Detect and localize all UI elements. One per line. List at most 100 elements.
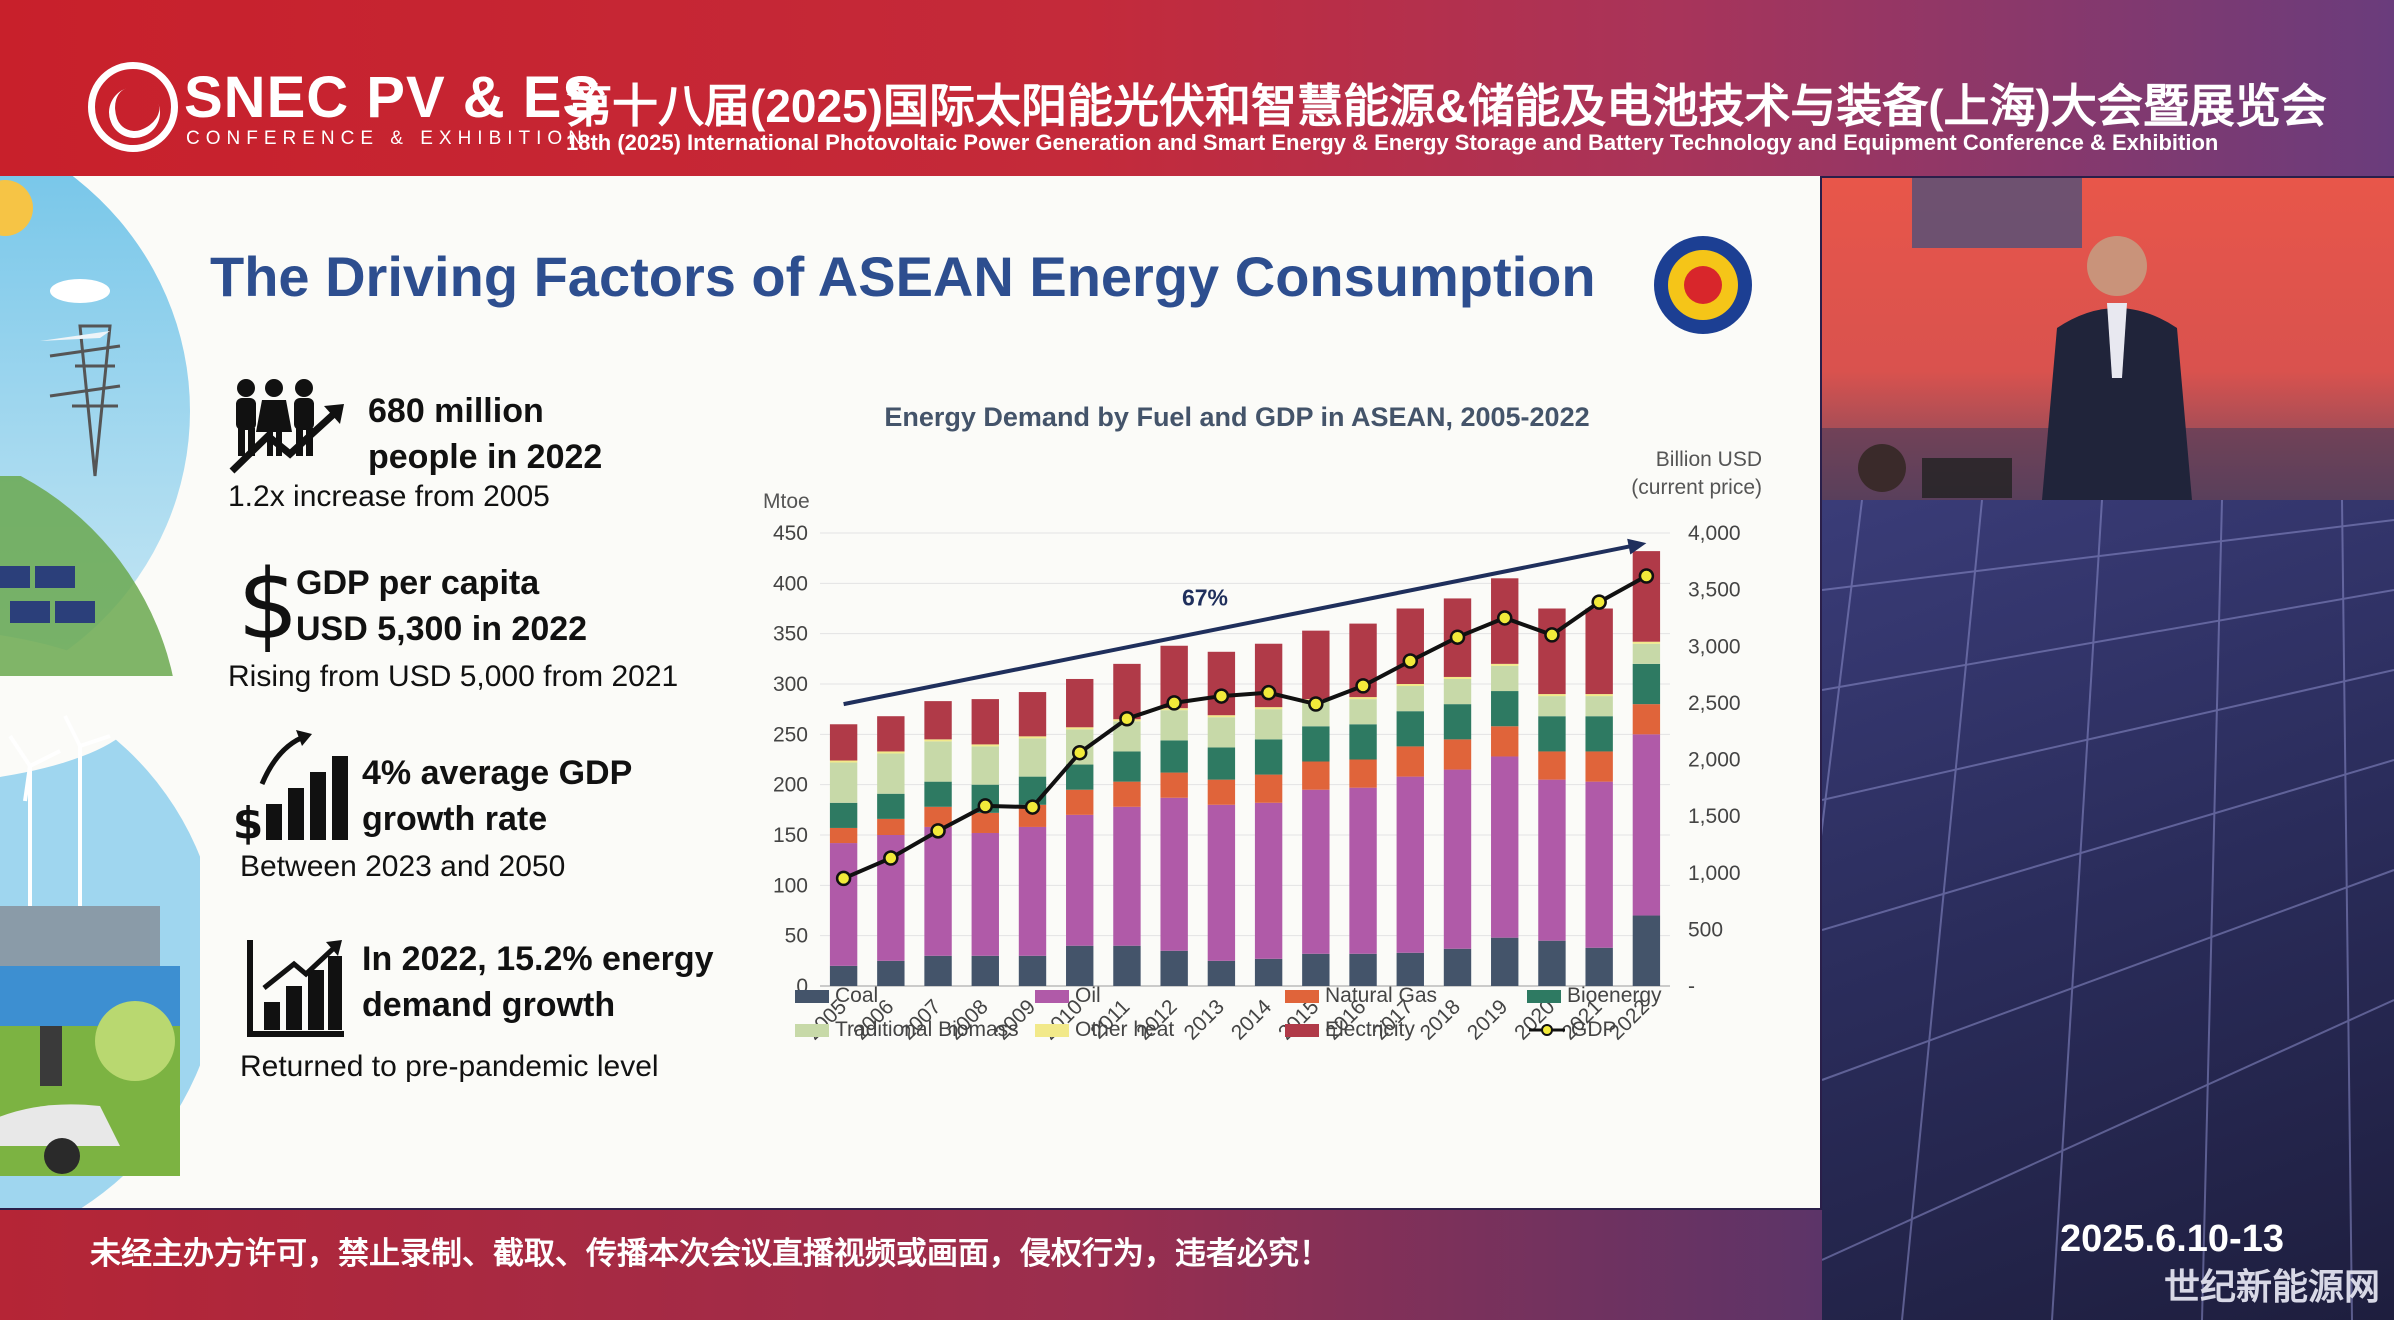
bar-bioenergy xyxy=(1396,711,1424,747)
bar-bioenergy xyxy=(1349,724,1377,760)
legend-item-gdp: GDP xyxy=(1527,1018,1617,1042)
gdp-point xyxy=(1402,653,1419,669)
y2-tick-label: 3,000 xyxy=(1688,635,1741,658)
bar-natural-gas xyxy=(1349,759,1377,788)
bar-traditional-biomass xyxy=(829,762,858,803)
bar-natural-gas xyxy=(1443,739,1472,770)
bar-natural-gas xyxy=(1302,761,1330,790)
bar-oil xyxy=(1349,787,1377,954)
fact-population-line1: 680 million xyxy=(368,392,544,430)
fact-population-sub: 1.2x increase from 2005 xyxy=(228,480,550,513)
bar-natural-gas xyxy=(971,812,999,833)
legend-item-oil: Oil xyxy=(1035,984,1101,1008)
fact-growth-line2: growth rate xyxy=(362,800,548,838)
legend-swatch xyxy=(1285,1023,1319,1037)
brand-subtitle: CONFERENCE & EXHIBITION xyxy=(186,128,588,149)
bar-other-heat xyxy=(1632,641,1661,644)
bar-natural-gas xyxy=(1254,774,1283,803)
bar-coal xyxy=(1254,958,1283,986)
legend-label: Electricity xyxy=(1325,1018,1415,1041)
bar-bioenergy xyxy=(1443,704,1472,740)
bar-oil xyxy=(971,832,999,956)
bar-coal xyxy=(829,965,858,986)
bar-electricity xyxy=(924,701,952,740)
conference-title-en: 18th (2025) International Photovoltaic P… xyxy=(566,130,2219,155)
bar-coal xyxy=(1302,953,1330,986)
dollar-icon: $ xyxy=(238,556,298,656)
brand-name: SNEC PV & ES xyxy=(184,65,603,130)
fact-gdp-per-capita: $ GDP per capita USD 5,300 in 2022 Risin… xyxy=(228,556,748,693)
legend-label: Coal xyxy=(835,984,879,1007)
bar-bioenergy xyxy=(1160,740,1188,773)
bar-other-heat xyxy=(924,739,952,742)
y-tick-label: 450 xyxy=(773,522,808,545)
bar-coal xyxy=(1538,940,1566,986)
bar-natural-gas xyxy=(1585,751,1613,782)
bar-electricity xyxy=(971,699,999,745)
bar-other-heat xyxy=(1585,694,1613,697)
y2-tick-label: - xyxy=(1688,975,1695,998)
bar-natural-gas xyxy=(829,827,858,844)
svg-text:$: $ xyxy=(238,556,298,656)
bar-other-heat xyxy=(1207,715,1236,718)
bar-coal xyxy=(1018,955,1047,986)
legend-item-electricity: Electricity xyxy=(1285,1018,1415,1042)
y2-tick-label: 2,000 xyxy=(1688,749,1741,772)
fact-demand-growth: In 2022, 15.2% energy demand growth Retu… xyxy=(240,936,760,1086)
bar-coal xyxy=(1632,915,1661,986)
solar-panel-backdrop xyxy=(1822,500,2394,1320)
bar-traditional-biomass xyxy=(1491,665,1519,692)
legend-swatch xyxy=(795,1023,829,1037)
bar-oil xyxy=(1160,797,1188,951)
bar-coal xyxy=(1585,947,1613,986)
fact-demand-line2: demand growth xyxy=(362,986,616,1024)
bar-bioenergy xyxy=(1538,716,1566,752)
bar-traditional-biomass xyxy=(1632,643,1661,664)
chart-legend: Coal Oil Natural Gas Bioenergy Traditional B… xyxy=(795,984,1695,1064)
gdp-point xyxy=(1496,610,1513,626)
y2-tick-label: 2,500 xyxy=(1688,692,1741,715)
fact-gdp-line2: USD 5,300 in 2022 xyxy=(296,610,588,648)
bar-bioenergy xyxy=(1302,726,1330,762)
bar-coal xyxy=(1160,950,1188,986)
snec-logo-icon xyxy=(88,62,178,152)
bar-traditional-biomass xyxy=(1538,696,1566,717)
bar-coal xyxy=(1396,952,1424,986)
footer-bar xyxy=(0,1210,1822,1320)
fact-demand-line1: In 2022, 15.2% energy xyxy=(362,940,714,978)
bar-natural-gas xyxy=(1113,781,1141,807)
bar-electricity xyxy=(1585,608,1613,695)
trend-arrow xyxy=(843,543,1637,707)
chart-title: Energy Demand by Fuel and GDP in ASEAN, … xyxy=(884,402,1589,432)
bar-chart-icon xyxy=(247,940,344,1037)
legend-item-other-heat: Other heat xyxy=(1035,1018,1174,1042)
bar-coal xyxy=(1207,960,1236,986)
bar-bioenergy xyxy=(1632,663,1661,705)
bar-oil xyxy=(1443,769,1472,949)
bar-coal xyxy=(924,955,952,986)
bar-coal xyxy=(1349,953,1377,986)
legend-item-traditional-biomass: Traditional Biomass xyxy=(795,1018,1019,1042)
y-axis-label: Mtoe xyxy=(763,490,810,513)
legend-item-bioenergy: Bioenergy xyxy=(1527,984,1662,1008)
legend-label: GDP xyxy=(1571,1018,1617,1041)
bar-natural-gas xyxy=(1207,779,1236,805)
legend-swatch xyxy=(1285,989,1319,1003)
legend-swatch xyxy=(1035,1023,1069,1037)
fact-demand-sub: Returned to pre-pandemic level xyxy=(240,1050,659,1083)
fact-gdp-growth: $ 4% average GDP growth rate Between 202… xyxy=(234,726,734,883)
site-watermark: 世纪新能源网 xyxy=(2164,1266,2381,1308)
bar-natural-gas xyxy=(1066,789,1094,815)
y-tick-label: 400 xyxy=(773,572,808,595)
bar-traditional-biomass xyxy=(924,741,952,782)
y2-tick-label: 1,500 xyxy=(1688,805,1741,828)
gdp-point xyxy=(1166,695,1182,711)
bar-oil xyxy=(1585,781,1613,948)
legend-label: Natural Gas xyxy=(1325,984,1438,1007)
bar-bioenergy xyxy=(1254,739,1283,775)
y-tick-label: 300 xyxy=(773,673,808,696)
bar-bioenergy xyxy=(1491,691,1519,727)
gdp-point xyxy=(1119,710,1135,727)
bar-oil xyxy=(1302,789,1330,954)
bar-oil xyxy=(1491,756,1519,938)
